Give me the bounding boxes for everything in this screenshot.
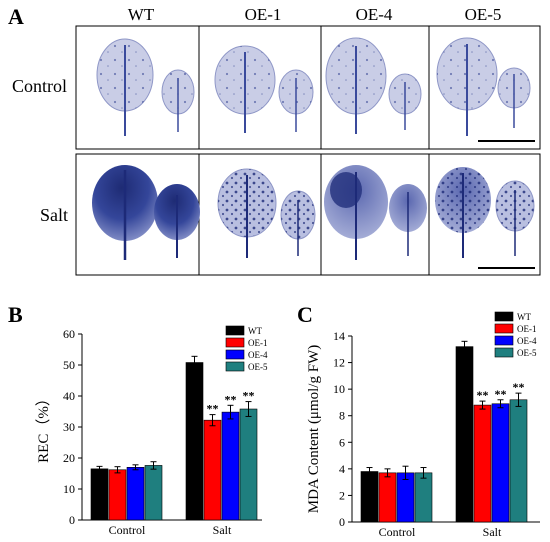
y-tick-label: 60 bbox=[63, 327, 75, 341]
y-tick-label: 0 bbox=[339, 515, 345, 529]
y-tick-label: 0 bbox=[69, 513, 75, 527]
legend-swatch bbox=[494, 347, 514, 358]
y-tick-label: 14 bbox=[333, 329, 345, 343]
bar-oe-1-salt bbox=[473, 404, 492, 523]
x-tick-label: Control bbox=[109, 523, 146, 537]
genotype-label-oe4: OE-4 bbox=[355, 5, 393, 24]
legend-label: OE-5 bbox=[248, 362, 268, 372]
legend-swatch bbox=[225, 361, 245, 372]
legend-label: OE-1 bbox=[517, 324, 537, 334]
y-tick-label: 6 bbox=[339, 435, 345, 449]
y-tick-label: 30 bbox=[63, 420, 75, 434]
y-tick-label: 4 bbox=[339, 462, 345, 476]
bar-oe-4-control bbox=[396, 472, 415, 523]
row-label-control: Control bbox=[12, 76, 68, 96]
significance-mark: ** bbox=[243, 389, 255, 403]
significance-mark: ** bbox=[495, 387, 507, 401]
y-tick-label: 10 bbox=[63, 482, 75, 496]
significance-mark: ** bbox=[513, 380, 525, 394]
significance-mark: ** bbox=[225, 392, 237, 406]
legend-swatch bbox=[494, 335, 514, 346]
chart-c-y-label: MDA Content (μmol/g FW) bbox=[306, 345, 322, 513]
bar-oe-5-control bbox=[414, 472, 433, 523]
genotype-label-oe5: OE-5 bbox=[464, 5, 502, 24]
chart-b-y-label: REC（%） bbox=[35, 391, 52, 463]
bar-oe-5-salt bbox=[239, 408, 258, 521]
y-tick-label: 20 bbox=[63, 451, 75, 465]
legend-label: OE-1 bbox=[248, 338, 268, 348]
x-tick-label: Salt bbox=[213, 523, 232, 537]
bar-oe-5-salt bbox=[509, 399, 528, 523]
panel-a-letter: A bbox=[8, 4, 24, 29]
y-tick-label: 40 bbox=[63, 389, 75, 403]
legend-label: OE-5 bbox=[517, 348, 537, 358]
bar-wt-salt bbox=[185, 362, 204, 521]
salt-leaves bbox=[92, 165, 535, 260]
significance-mark: ** bbox=[477, 388, 489, 402]
x-tick-label: Control bbox=[379, 525, 416, 539]
y-tick-label: 2 bbox=[339, 488, 345, 502]
bar-oe-4-salt bbox=[221, 411, 240, 521]
control-leaves bbox=[96, 37, 531, 136]
bar-wt-salt bbox=[455, 346, 474, 523]
y-tick-label: 10 bbox=[333, 382, 345, 396]
bar-wt-control bbox=[90, 468, 109, 521]
bar-oe-1-salt bbox=[203, 419, 222, 521]
bar-oe-5-control bbox=[144, 465, 163, 521]
y-tick-label: 8 bbox=[339, 409, 345, 423]
legend-swatch bbox=[494, 311, 514, 322]
rec-bar-chart: B 0 10 20 30 40 50 60 REC（%） Control ** ** ** Salt WT O… bbox=[8, 302, 268, 537]
genotype-label-wt: WT bbox=[127, 5, 155, 24]
bar-wt-control bbox=[360, 471, 379, 523]
legend-swatch bbox=[225, 337, 245, 348]
mda-bar-chart: C 0 2 4 6 8 10 12 14 MDA Content (μmol/g FW) Contr… bbox=[297, 302, 540, 539]
x-tick-label: Salt bbox=[483, 525, 502, 539]
legend-label: WT bbox=[517, 312, 531, 322]
bar-oe-1-control bbox=[378, 472, 397, 523]
row-label-salt: Salt bbox=[40, 205, 69, 225]
legend-swatch bbox=[225, 349, 245, 360]
legend-label: OE-4 bbox=[248, 350, 268, 360]
legend-label: WT bbox=[248, 326, 262, 336]
genotype-label-oe1: OE-1 bbox=[244, 5, 282, 24]
bar-oe-1-control bbox=[108, 469, 127, 521]
significance-mark: ** bbox=[207, 402, 219, 416]
legend-label: OE-4 bbox=[517, 336, 537, 346]
legend-swatch bbox=[494, 323, 514, 334]
bar-oe-4-salt bbox=[491, 403, 510, 523]
panel-c-letter: C bbox=[297, 302, 313, 327]
y-tick-label: 12 bbox=[333, 356, 345, 370]
panel-b-letter: B bbox=[8, 302, 23, 327]
bar-oe-4-control bbox=[126, 467, 145, 521]
leaf-photo-panel bbox=[75, 25, 541, 276]
y-tick-label: 50 bbox=[63, 358, 75, 372]
legend-swatch bbox=[225, 325, 245, 336]
